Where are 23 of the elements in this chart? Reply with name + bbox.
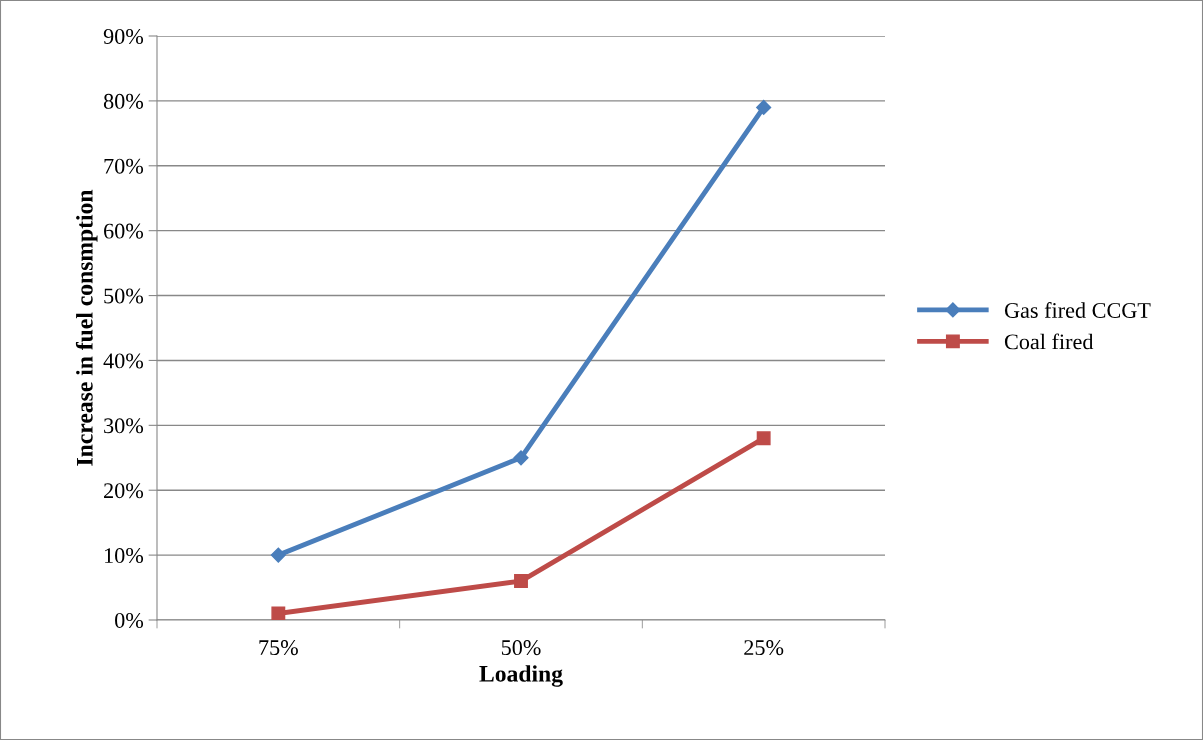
point bbox=[513, 450, 529, 466]
x-tick-label: 25% bbox=[744, 640, 784, 656]
point bbox=[270, 547, 286, 563]
y-tick-label: 30% bbox=[104, 418, 144, 434]
point bbox=[756, 431, 771, 446]
point bbox=[756, 99, 772, 115]
legend-label: Coal fired bbox=[1004, 333, 1094, 350]
y-tick-label: 20% bbox=[104, 483, 144, 499]
y-axis-title: Increase in fuel consmption bbox=[75, 189, 98, 466]
x-tick-label: 75% bbox=[259, 640, 298, 656]
y-tick-label: 50% bbox=[104, 288, 144, 304]
legend-label: Gas fired CCGT bbox=[1004, 302, 1151, 318]
y-tick-label: 60% bbox=[104, 223, 144, 239]
point bbox=[271, 606, 286, 620]
x-axis-title: Loading bbox=[479, 665, 563, 687]
point bbox=[514, 574, 528, 589]
y-tick-label: 40% bbox=[103, 353, 144, 369]
x-tick-label: 50% bbox=[501, 640, 541, 656]
y-tick-label: 70% bbox=[104, 158, 144, 174]
y-tick-label: 80% bbox=[103, 93, 144, 109]
y-tick-label: 10% bbox=[105, 548, 144, 564]
y-tick-label: 90% bbox=[103, 28, 144, 44]
y-tick-label: 0% bbox=[115, 612, 144, 628]
